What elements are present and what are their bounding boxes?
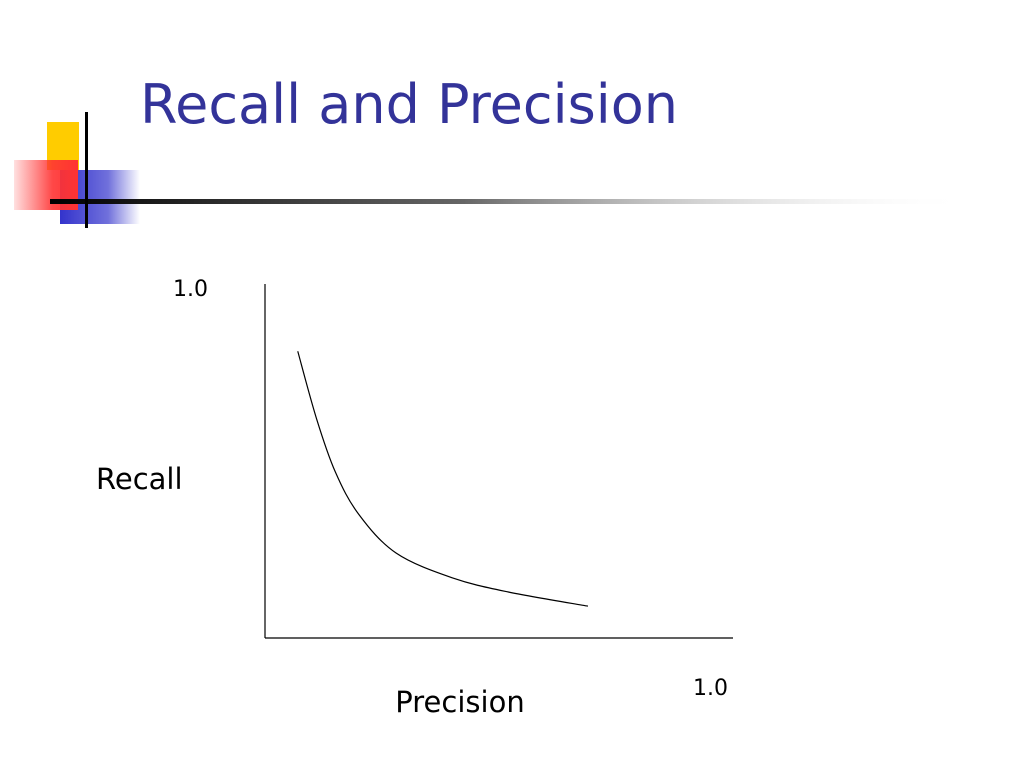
slide-title: Recall and Precision (140, 73, 678, 136)
y-tick-label: 1.0 (173, 277, 208, 302)
x-axis-label: Precision (395, 685, 524, 719)
y-axis-label: Recall (96, 462, 183, 496)
deco-rule (50, 199, 970, 204)
slide-decoration (14, 112, 970, 228)
series-line (297, 351, 589, 607)
x-tick-label: 1.0 (693, 676, 728, 701)
deco-vertical-line (85, 112, 88, 228)
